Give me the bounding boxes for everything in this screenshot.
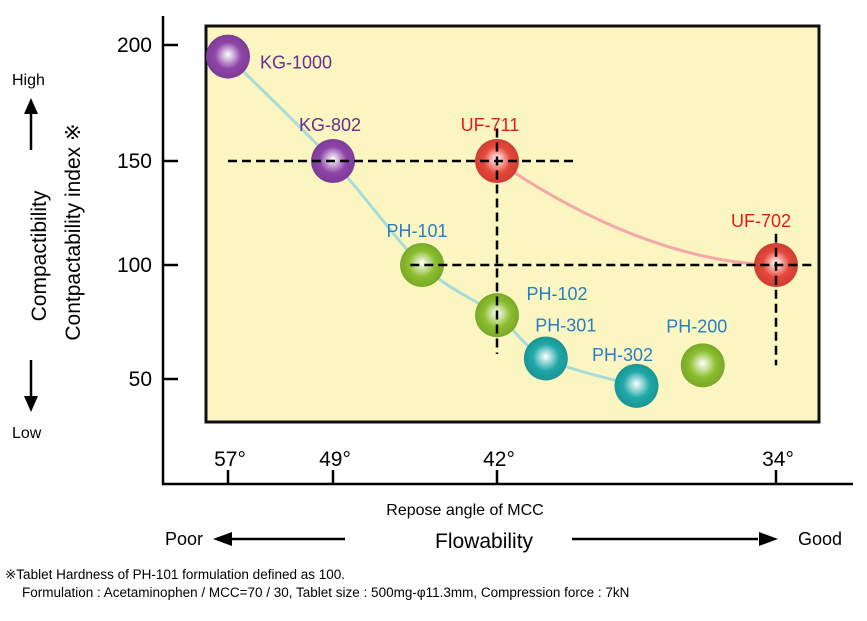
point-label: PH-302 bbox=[592, 345, 653, 365]
data-point-ph-301 bbox=[523, 336, 568, 381]
arrow-left-icon bbox=[213, 532, 345, 546]
point-label: UF-711 bbox=[461, 115, 520, 135]
flow-right-label: Good bbox=[798, 529, 842, 549]
x-axis-ticks: 57° 49° 42° 34° bbox=[214, 448, 794, 484]
flowability-label: Flowability bbox=[435, 530, 534, 553]
point-label: UF-702 bbox=[731, 211, 791, 231]
arrow-up-icon bbox=[24, 98, 38, 150]
y-tick-label: 50 bbox=[129, 368, 152, 391]
y-low-label: Low bbox=[12, 425, 42, 442]
y-axis-title: Contpactability index ※ bbox=[62, 123, 85, 340]
y-tick-label: 150 bbox=[117, 150, 152, 173]
data-point-ph-101 bbox=[400, 243, 445, 287]
point-label: PH-301 bbox=[535, 315, 596, 335]
flow-left-label: Poor bbox=[165, 529, 203, 549]
plot-area bbox=[204, 24, 821, 424]
x-tick-label: 42° bbox=[483, 448, 515, 471]
point-label: KG-1000 bbox=[260, 53, 332, 73]
arrow-down-icon bbox=[24, 360, 38, 412]
x-tick-label: 57° bbox=[214, 448, 246, 471]
data-point-ph-200 bbox=[680, 343, 725, 388]
data-point-kg-1000 bbox=[206, 34, 250, 79]
y-tick-label: 200 bbox=[117, 34, 152, 57]
y-side-label: Compactibility bbox=[28, 190, 51, 321]
point-label: PH-200 bbox=[666, 316, 727, 336]
x-axis-title: Repose angle of MCC bbox=[386, 502, 543, 519]
x-tick-label: 49° bbox=[319, 448, 351, 471]
arrow-right-icon bbox=[572, 532, 778, 546]
point-label: PH-102 bbox=[526, 284, 587, 304]
data-point-ph-302 bbox=[614, 363, 659, 408]
footnote-line-1: ※Tablet Hardness of PH-101 formulation d… bbox=[5, 567, 345, 582]
y-high-label: High bbox=[12, 72, 45, 89]
footnote-line-2: Formulation : Acetaminophen / MCC=70 / 3… bbox=[22, 585, 629, 600]
x-tick-label: 34° bbox=[762, 448, 794, 471]
data-points: KG-1000 KG-802 UF-711 UF-702 PH-101 PH-102 PH-… bbox=[206, 34, 798, 408]
y-axis-ticks: 200 150 100 50 bbox=[117, 34, 178, 391]
reference-dashed-lines bbox=[228, 128, 815, 366]
y-tick-label: 100 bbox=[117, 254, 152, 277]
trend-curve bbox=[496, 159, 777, 267]
point-label: KG-802 bbox=[299, 115, 361, 135]
point-label: PH-101 bbox=[387, 221, 448, 241]
